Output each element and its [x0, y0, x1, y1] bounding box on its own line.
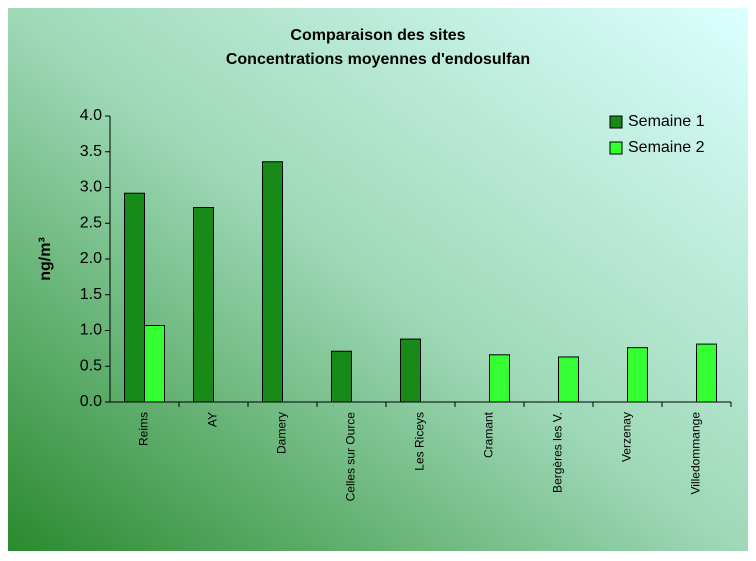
y-tick-label: 0.5: [80, 357, 102, 374]
bar: [399, 338, 421, 403]
y-tick-label: 1.5: [80, 286, 102, 303]
x-tick-label: AY: [206, 412, 220, 427]
bar: [123, 192, 145, 403]
x-tick-label: Reims: [137, 412, 151, 446]
legend-label: Semaine 2: [628, 139, 705, 156]
bar: [144, 324, 166, 403]
y-axis-label: ng/m³: [37, 237, 54, 281]
x-tick-label: Les Riceys: [413, 412, 427, 471]
y-tick-label: 1.0: [80, 322, 102, 339]
bar: [330, 350, 352, 403]
chart-subtitle: Concentrations moyennes d'endosulfan: [226, 51, 530, 68]
y-tick-label: 2.5: [80, 214, 102, 231]
bar: [261, 161, 283, 403]
bar: [696, 343, 718, 403]
chart-background: [8, 8, 748, 551]
legend-label: Semaine 1: [628, 113, 705, 130]
x-tick-label: Verzenay: [620, 412, 634, 462]
legend-swatch: [609, 141, 623, 155]
bar: [627, 347, 649, 403]
y-tick-label: 4.0: [80, 107, 102, 124]
x-tick-label: Cramant: [482, 411, 496, 458]
x-tick-label: Celles sur Ource: [344, 412, 358, 502]
y-tick-label: 3.0: [80, 179, 102, 196]
chart-title: Comparaison des sites: [290, 27, 465, 44]
x-tick-label: Damery: [275, 412, 289, 454]
bar: [192, 207, 215, 403]
y-tick-label: 2.0: [80, 250, 102, 267]
x-tick-label: Bergères les V.: [551, 412, 565, 493]
bar: [558, 356, 580, 403]
bar: [489, 354, 511, 403]
y-tick-label: 3.5: [80, 143, 102, 160]
x-tick-label: Villedommange: [689, 412, 703, 495]
y-tick-label: 0.0: [80, 393, 102, 410]
legend-swatch: [609, 115, 623, 129]
